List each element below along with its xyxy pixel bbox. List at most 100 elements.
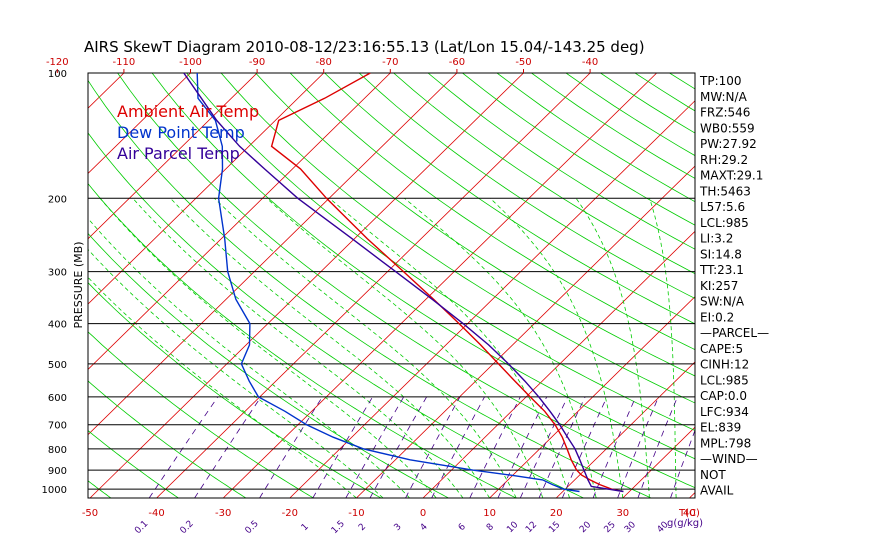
- isotherm-line: [823, 73, 870, 498]
- index-value: MAXT:29.1: [700, 169, 763, 183]
- dry-adiabat-line: [88, 232, 449, 498]
- index-value: WB0:559: [700, 121, 755, 135]
- mixing-ratio-tick-label: 15: [547, 520, 562, 535]
- mixing-ratio-tick-label: 8: [485, 522, 496, 533]
- mixing-ratio-tick-label: 1.5: [330, 519, 347, 536]
- isotherm-line: [88, 73, 458, 436]
- dry-adiabat-line: [151, 73, 695, 460]
- top-temp-tick-label: -90: [249, 57, 265, 68]
- moist-adiabat-line: [88, 217, 410, 498]
- legend-item: Ambient Air Temp: [117, 102, 259, 121]
- index-value: KI:257: [700, 279, 738, 293]
- dry-adiabat-line: [88, 480, 112, 498]
- mixing-ratio-label: g(g/kg): [667, 518, 703, 529]
- index-value: LFC:934: [700, 405, 749, 419]
- top-temp-tick-label: -60: [449, 57, 465, 68]
- top-temp-tick-label: -80: [316, 57, 332, 68]
- mixing-ratio-tick-label: 6: [457, 522, 468, 533]
- dry-adiabat-line: [427, 73, 695, 250]
- index-value: CAP:0.0: [700, 389, 747, 403]
- index-value: EL:839: [700, 421, 741, 435]
- moist-adiabat-line: [170, 198, 490, 498]
- isotherm-line: [88, 73, 258, 240]
- mixing-ratio-line: [617, 396, 659, 498]
- dry-adiabat-line: [289, 73, 695, 351]
- mixing-ratio-tick-label: 10: [505, 520, 520, 535]
- bottom-temp-tick-label: 20: [550, 508, 563, 519]
- isotherm-line: [156, 73, 591, 498]
- moist-adiabat-line: [88, 248, 384, 498]
- bottom-temp-tick-label: -10: [348, 508, 364, 519]
- pressure-tick-label: 500: [48, 360, 67, 371]
- mixing-ratio-tick-label: 20: [578, 520, 593, 535]
- bottom-temp-tick-label: 0: [420, 508, 426, 519]
- index-value: L57:5.6: [700, 200, 745, 214]
- top-temp-tick-label: -40: [582, 57, 598, 68]
- moist-adiabat-line: [99, 198, 437, 498]
- index-value: TT:23.1: [699, 263, 744, 277]
- pressure-tick-label: 800: [48, 445, 67, 456]
- pressure-tick-label: 700: [48, 421, 67, 432]
- isotherm-line: [88, 73, 191, 175]
- index-value: LCL:985: [700, 216, 749, 230]
- dry-adiabat-line: [117, 73, 695, 489]
- moist-adiabat-line: [214, 198, 517, 498]
- bottom-temp-tick-label: -30: [215, 508, 231, 519]
- isotherm-line: [88, 73, 391, 370]
- moist-adiabat-line: [266, 198, 544, 498]
- index-value: FRZ:546: [700, 106, 750, 120]
- top-temp-tick-label: -50: [515, 57, 531, 68]
- mixing-ratio-tick-label: 12: [524, 520, 539, 535]
- top-temp-tick-label: -100: [179, 57, 202, 68]
- moist-adiabat-line: [404, 197, 597, 498]
- mixing-ratio-line: [148, 396, 219, 498]
- plot-frame: [87, 72, 696, 499]
- mixing-ratio-line: [312, 396, 373, 498]
- dry-adiabat-line: [186, 73, 695, 431]
- dry-adiabat-line: [88, 331, 314, 498]
- pressure-tick-label: 200: [48, 194, 67, 205]
- mixing-ratio-line: [369, 396, 427, 498]
- mixing-ratio-tick-label: 1: [300, 522, 311, 533]
- dry-adiabat-line: [0, 73, 43, 498]
- dry-adiabat-line: [358, 73, 695, 299]
- index-value: MW:N/A: [700, 90, 748, 104]
- pressure-tick-label: 1000: [42, 485, 67, 496]
- mixing-ratio-line: [519, 396, 568, 498]
- y-axis-label: PRESSURE (MB): [72, 242, 85, 329]
- isotherm-line: [555, 361, 695, 498]
- bottom-temp-tick-label: -20: [282, 508, 298, 519]
- mixing-ratio-tick-label: 30: [623, 520, 638, 535]
- isotherm-line: [422, 230, 695, 498]
- pressure-tick-label: 100: [48, 69, 67, 80]
- dry-adiabat-line: [496, 73, 695, 203]
- mixing-ratio-line: [670, 429, 695, 498]
- mixing-ratio-line: [497, 396, 548, 498]
- top-temp-tick-label: -70: [382, 57, 398, 68]
- index-value: SW:N/A: [700, 295, 745, 309]
- isotherm-line: [756, 73, 870, 498]
- mixing-ratio-line: [592, 396, 637, 498]
- bottom-temp-tick-label: 10: [483, 508, 496, 519]
- dry-adiabat-line: [88, 430, 179, 498]
- index-value: RH:29.2: [700, 153, 748, 167]
- moist-adiabat-line: [649, 198, 677, 498]
- isotherm-line: [222, 73, 657, 498]
- isotherm-line: [88, 73, 125, 109]
- bottom-temp-tick-label: -50: [82, 508, 98, 519]
- index-value: —PARCEL—: [700, 326, 769, 340]
- dry-adiabat-line: [88, 380, 247, 498]
- isotherm-line: [289, 100, 695, 498]
- temperature-profile-line: [270, 73, 624, 493]
- index-value: LCL:985: [700, 373, 749, 387]
- mixing-ratio-tick-label: 0.2: [179, 519, 196, 536]
- mixing-ratio-tick-label: 4: [419, 522, 430, 533]
- mixing-ratio-line: [538, 396, 586, 498]
- dewpoint-profile-line: [196, 73, 580, 493]
- pressure-tick-label: 300: [48, 268, 67, 279]
- bottom-temp-tick-label: 40: [683, 508, 696, 519]
- mixing-ratio-line: [431, 396, 485, 498]
- x-axis-label: T(C): [678, 508, 700, 519]
- mixing-ratio-line: [469, 396, 521, 498]
